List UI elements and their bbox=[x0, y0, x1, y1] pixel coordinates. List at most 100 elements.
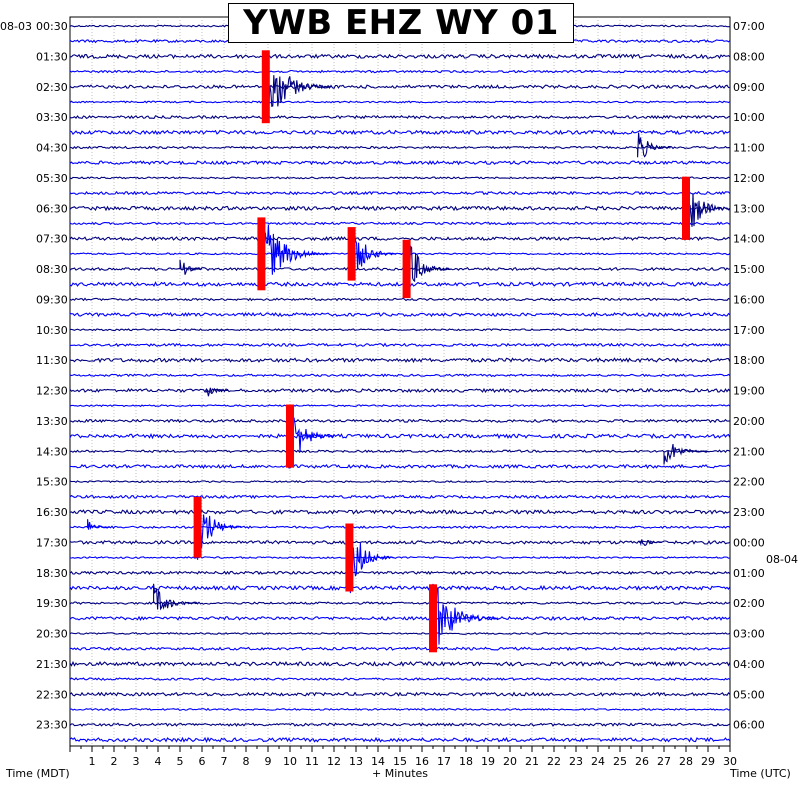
clipped-event-marker bbox=[257, 217, 266, 291]
left-hour-label: 02:30 bbox=[36, 81, 68, 94]
right-hour-label: 07:00 bbox=[733, 20, 765, 33]
event-waveform bbox=[205, 387, 229, 397]
event-waveform bbox=[406, 245, 451, 294]
trace-row bbox=[69, 100, 731, 104]
left-hour-label: 10:30 bbox=[36, 324, 68, 337]
right-hour-label: 06:00 bbox=[733, 719, 765, 732]
left-hour-label: 23:30 bbox=[36, 719, 68, 732]
clipped-event-marker bbox=[345, 523, 354, 592]
event-waveform bbox=[685, 179, 731, 237]
seismic-events bbox=[87, 50, 731, 653]
trace-row bbox=[69, 480, 731, 484]
right-hour-label: 03:00 bbox=[733, 628, 765, 641]
x-axis-ticks: 1 2 3 4 5 6 7 8 9 10 11 12 13 14 15 16 17 18 19 20 21 22 23 24 2… bbox=[69, 746, 737, 768]
trace-row bbox=[69, 53, 731, 60]
left-hour-label: 21:30 bbox=[36, 658, 68, 671]
trace-row bbox=[69, 312, 731, 318]
trace-row bbox=[69, 584, 731, 591]
event-waveform bbox=[351, 233, 396, 270]
left-hour-labels: 00:30 01:30 02:30 03:30 04:30 05:30 06:30 07:30… bbox=[36, 20, 68, 732]
right-hour-label: 11:00 bbox=[733, 142, 765, 155]
date-change-right: 08-04 bbox=[766, 553, 798, 566]
clipped-event-marker bbox=[261, 50, 270, 124]
left-hour-label: 17:30 bbox=[36, 536, 68, 549]
trace-row bbox=[69, 646, 731, 652]
trace-row bbox=[69, 221, 731, 226]
trace-row bbox=[69, 463, 731, 470]
trace-row bbox=[69, 691, 731, 697]
trace-row bbox=[69, 707, 731, 711]
trace-row bbox=[69, 190, 731, 196]
event-waveform bbox=[87, 519, 110, 531]
clipped-event-marker bbox=[193, 496, 202, 558]
x-tick-label: 20 bbox=[503, 755, 517, 768]
right-hour-label: 17:00 bbox=[733, 324, 765, 337]
plot-frame bbox=[69, 16, 731, 747]
left-hour-label: 22:30 bbox=[36, 688, 68, 701]
clipped-event-marker bbox=[429, 584, 437, 653]
x-tick-label: 30 bbox=[723, 755, 737, 768]
start-date-left: 08-03 bbox=[0, 20, 32, 33]
x-tick-label: 24 bbox=[591, 755, 605, 768]
x-tick-label: 16 bbox=[415, 755, 429, 768]
x-tick-label: 19 bbox=[481, 755, 495, 768]
x-tick-label: 2 bbox=[111, 755, 118, 768]
left-hour-label: 04:30 bbox=[36, 142, 68, 155]
right-hour-label: 09:00 bbox=[733, 81, 765, 94]
left-hour-label: 15:30 bbox=[36, 476, 68, 489]
x-tick-label: 26 bbox=[635, 755, 649, 768]
left-hour-label: 05:30 bbox=[36, 172, 68, 185]
event-waveform bbox=[179, 259, 202, 275]
left-hour-label: 12:30 bbox=[36, 385, 68, 398]
left-hour-label: 07:30 bbox=[36, 233, 68, 246]
right-hour-labels: 07:00 08:00 09:00 10:00 11:00 12:00 13:00 14:00… bbox=[733, 20, 765, 732]
x-tick-label: 6 bbox=[199, 755, 206, 768]
trace-row bbox=[69, 84, 731, 90]
chart-title: YWB EHZ WY 01 bbox=[243, 3, 559, 43]
trace-row bbox=[69, 509, 731, 515]
right-hour-label: 08:00 bbox=[733, 50, 765, 63]
chart-title-box: YWB EHZ WY 01 bbox=[228, 3, 574, 43]
event-waveform bbox=[637, 132, 671, 158]
event-waveform bbox=[663, 444, 709, 465]
right-hour-label: 20:00 bbox=[733, 415, 765, 428]
trace-row bbox=[69, 722, 731, 727]
left-hour-label: 06:30 bbox=[36, 202, 68, 215]
left-axis-label: Time (MDT) bbox=[6, 767, 70, 780]
trace-row bbox=[69, 615, 731, 621]
x-tick-label: 17 bbox=[437, 755, 451, 768]
left-hour-label: 09:30 bbox=[36, 293, 68, 306]
x-tick-label: 13 bbox=[349, 755, 363, 768]
left-hour-label: 18:30 bbox=[36, 567, 68, 580]
left-hour-label: 14:30 bbox=[36, 445, 68, 458]
trace-row bbox=[69, 129, 731, 136]
clipped-event-marker bbox=[347, 227, 356, 281]
trace-row bbox=[69, 494, 731, 500]
trace-row bbox=[69, 677, 731, 681]
trace-row bbox=[69, 539, 731, 545]
right-hour-label: 13:00 bbox=[733, 202, 765, 215]
x-tick-label: 28 bbox=[679, 755, 693, 768]
x-tick-label: 4 bbox=[155, 755, 162, 768]
trace-row bbox=[69, 176, 731, 180]
x-tick-label: 14 bbox=[371, 755, 385, 768]
x-tick-label: 7 bbox=[221, 755, 228, 768]
trace-row bbox=[69, 236, 731, 242]
x-tick-label: 1 bbox=[89, 755, 96, 768]
left-hour-label: 08:30 bbox=[36, 263, 68, 276]
left-hour-label: 20:30 bbox=[36, 628, 68, 641]
x-tick-label: 8 bbox=[243, 755, 250, 768]
event-waveform bbox=[432, 583, 499, 645]
event-waveform bbox=[639, 539, 662, 547]
seismic-traces bbox=[69, 24, 731, 744]
x-tick-label: 12 bbox=[327, 755, 341, 768]
x-tick-label: 11 bbox=[305, 755, 319, 768]
trace-row bbox=[69, 373, 731, 378]
clipped-event-marker bbox=[286, 404, 294, 468]
right-hour-label: 14:00 bbox=[733, 233, 765, 246]
trace-row bbox=[69, 631, 731, 635]
trace-row bbox=[69, 525, 731, 530]
event-waveform bbox=[265, 75, 332, 115]
right-hour-label: 18:00 bbox=[733, 354, 765, 367]
